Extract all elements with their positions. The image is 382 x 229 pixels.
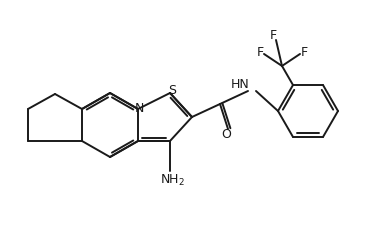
Text: F: F — [269, 29, 277, 42]
Text: S: S — [168, 83, 176, 96]
Text: O: O — [221, 128, 231, 141]
Text: NH$_2$: NH$_2$ — [160, 172, 185, 187]
Text: F: F — [256, 46, 264, 59]
Text: N: N — [134, 101, 144, 114]
Text: HN: HN — [231, 77, 249, 90]
Text: F: F — [300, 46, 308, 59]
